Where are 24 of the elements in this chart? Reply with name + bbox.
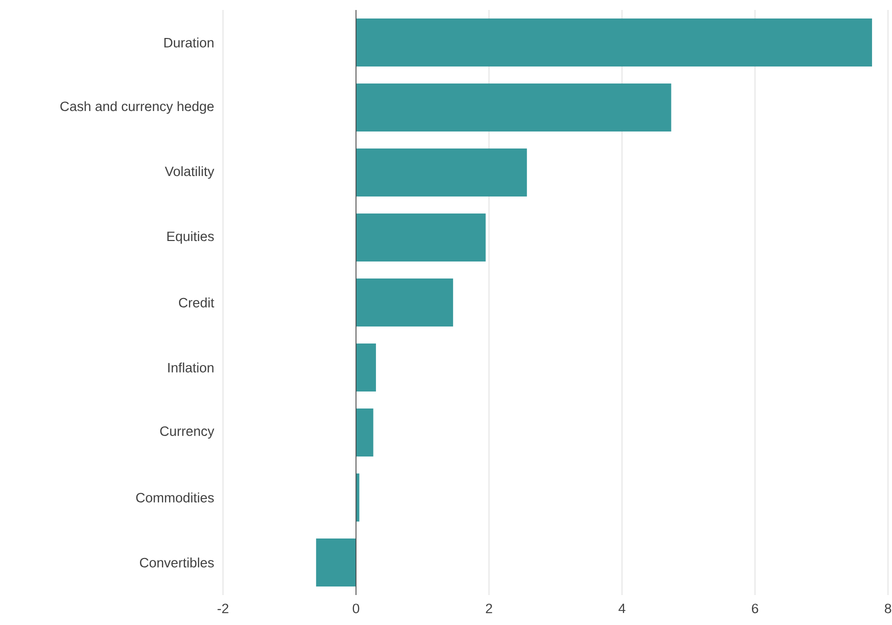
y-tick-label: Credit [178, 298, 214, 308]
x-tick-label: 6 [752, 604, 758, 614]
y-tick-label: Currency [160, 426, 214, 439]
bar [356, 408, 374, 457]
bar [316, 538, 356, 587]
y-tick-label: Duration [164, 38, 214, 48]
x-tick-label: 8 [884, 604, 892, 614]
bar [356, 343, 376, 392]
x-tick-label: -2 [218, 604, 228, 614]
y-tick-label: Volatility [164, 166, 214, 179]
bar [356, 213, 486, 262]
bar [356, 18, 872, 67]
bar [356, 83, 672, 132]
bar [356, 473, 360, 522]
x-tick-label: 2 [486, 604, 492, 614]
x-tick-label: 0 [352, 604, 360, 614]
y-tick-label: Equities [167, 231, 214, 244]
x-tick-label: 4 [618, 604, 626, 613]
y-tick-label: Convertibles [140, 558, 214, 568]
y-tick-label: Cash and currency hedge [60, 101, 214, 114]
y-tick-label: Commodities [136, 492, 214, 502]
bar [356, 278, 454, 327]
y-tick-label: Inflation [168, 362, 214, 372]
bar [356, 148, 527, 197]
